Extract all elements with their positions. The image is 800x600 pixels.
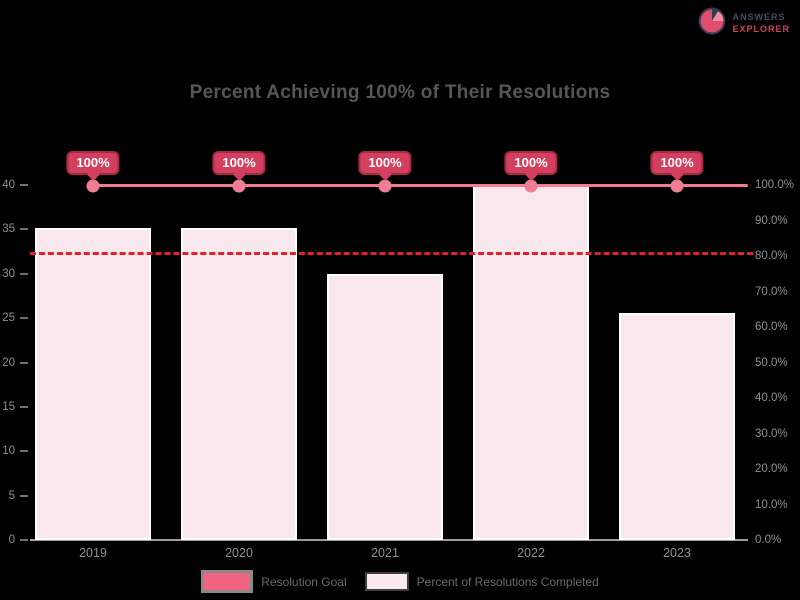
pie-logo-icon — [697, 6, 727, 41]
right-axis-tick-label: 30.0% — [755, 427, 788, 440]
line-point — [524, 179, 538, 193]
left-axis-tick-mark — [20, 317, 28, 320]
right-axis-tick-label: 100.0% — [755, 179, 795, 191]
left-axis-tick-mark — [20, 361, 28, 364]
x-axis-label: 2021 — [371, 546, 399, 560]
left-axis-tick-mark — [20, 405, 28, 408]
left-axis-tick-label: 20 — [2, 356, 15, 369]
threshold-dashed-line — [30, 252, 753, 255]
value-badge: 100% — [66, 151, 120, 175]
left-axis-tick-mark — [20, 539, 28, 541]
logo-text-line2: EXPLORER — [732, 23, 790, 34]
right-axis-tick-label: 70.0% — [755, 285, 788, 298]
bar-2022 — [473, 185, 589, 540]
bar-2019 — [35, 227, 151, 540]
value-badge: 100% — [212, 151, 266, 175]
x-axis-label: 2020 — [225, 546, 253, 560]
chart-legend: Resolution Goal Percent of Resolutions C… — [0, 570, 800, 593]
line-point — [670, 179, 684, 193]
left-axis-tick-mark — [20, 450, 28, 453]
bar-2021 — [327, 273, 443, 540]
left-axis-tick-label: 0 — [8, 534, 15, 546]
left-axis-tick-label: 15 — [2, 400, 15, 413]
right-axis-tick-label: 60.0% — [755, 321, 788, 333]
left-axis-tick-mark — [20, 228, 28, 231]
right-axis-tick-label: 10.0% — [755, 498, 788, 511]
chart-title: Percent Achieving 100% of Their Resoluti… — [189, 82, 611, 103]
left-axis-tick-label: 30 — [2, 267, 15, 280]
right-axis-tick-label: 0.0% — [755, 534, 782, 546]
bar-2023 — [619, 312, 735, 540]
right-axis-tick-label: 40.0% — [755, 392, 788, 404]
value-badge: 100% — [504, 151, 558, 175]
x-axis-line — [30, 539, 748, 541]
x-axis-label: 2019 — [79, 546, 107, 560]
goal-line — [93, 184, 748, 187]
left-axis-tick-label: 25 — [2, 312, 15, 325]
legend-label-goal-line: Resolution Goal — [261, 574, 347, 589]
value-badge: 100% — [358, 151, 412, 175]
line-point — [232, 179, 246, 193]
line-point — [378, 179, 392, 193]
right-axis-tick-label: 20.0% — [755, 463, 788, 475]
left-axis-tick-label: 10 — [2, 445, 15, 458]
legend-swatch-bars — [364, 572, 409, 591]
left-axis-tick-mark — [20, 272, 28, 275]
brand-logo: ANSWERS EXPLORER — [697, 6, 790, 41]
legend-label-bars: Percent of Resolutions Completed — [416, 574, 599, 589]
left-axis-tick-label: 35 — [2, 223, 15, 236]
left-axis-tick-label: 40 — [2, 179, 15, 191]
legend-item-goal-line[interactable]: Resolution Goal — [201, 570, 347, 593]
left-axis-tick-label: 5 — [8, 489, 15, 502]
left-axis-tick-mark — [20, 184, 28, 186]
bar-2020 — [181, 227, 297, 540]
x-axis-label: 2023 — [663, 546, 691, 560]
legend-item-bars[interactable]: Percent of Resolutions Completed — [364, 572, 599, 591]
right-axis-tick-label: 90.0% — [755, 214, 788, 227]
right-axis-tick-label: 50.0% — [755, 356, 788, 369]
left-axis-tick-mark — [20, 494, 28, 497]
right-axis-tick-label: 80.0% — [755, 250, 788, 262]
legend-swatch-goal-line — [201, 570, 254, 593]
logo-text-line1: ANSWERS — [732, 12, 786, 23]
line-point — [86, 179, 100, 193]
value-badge: 100% — [650, 151, 704, 175]
x-axis-label: 2022 — [517, 546, 545, 560]
